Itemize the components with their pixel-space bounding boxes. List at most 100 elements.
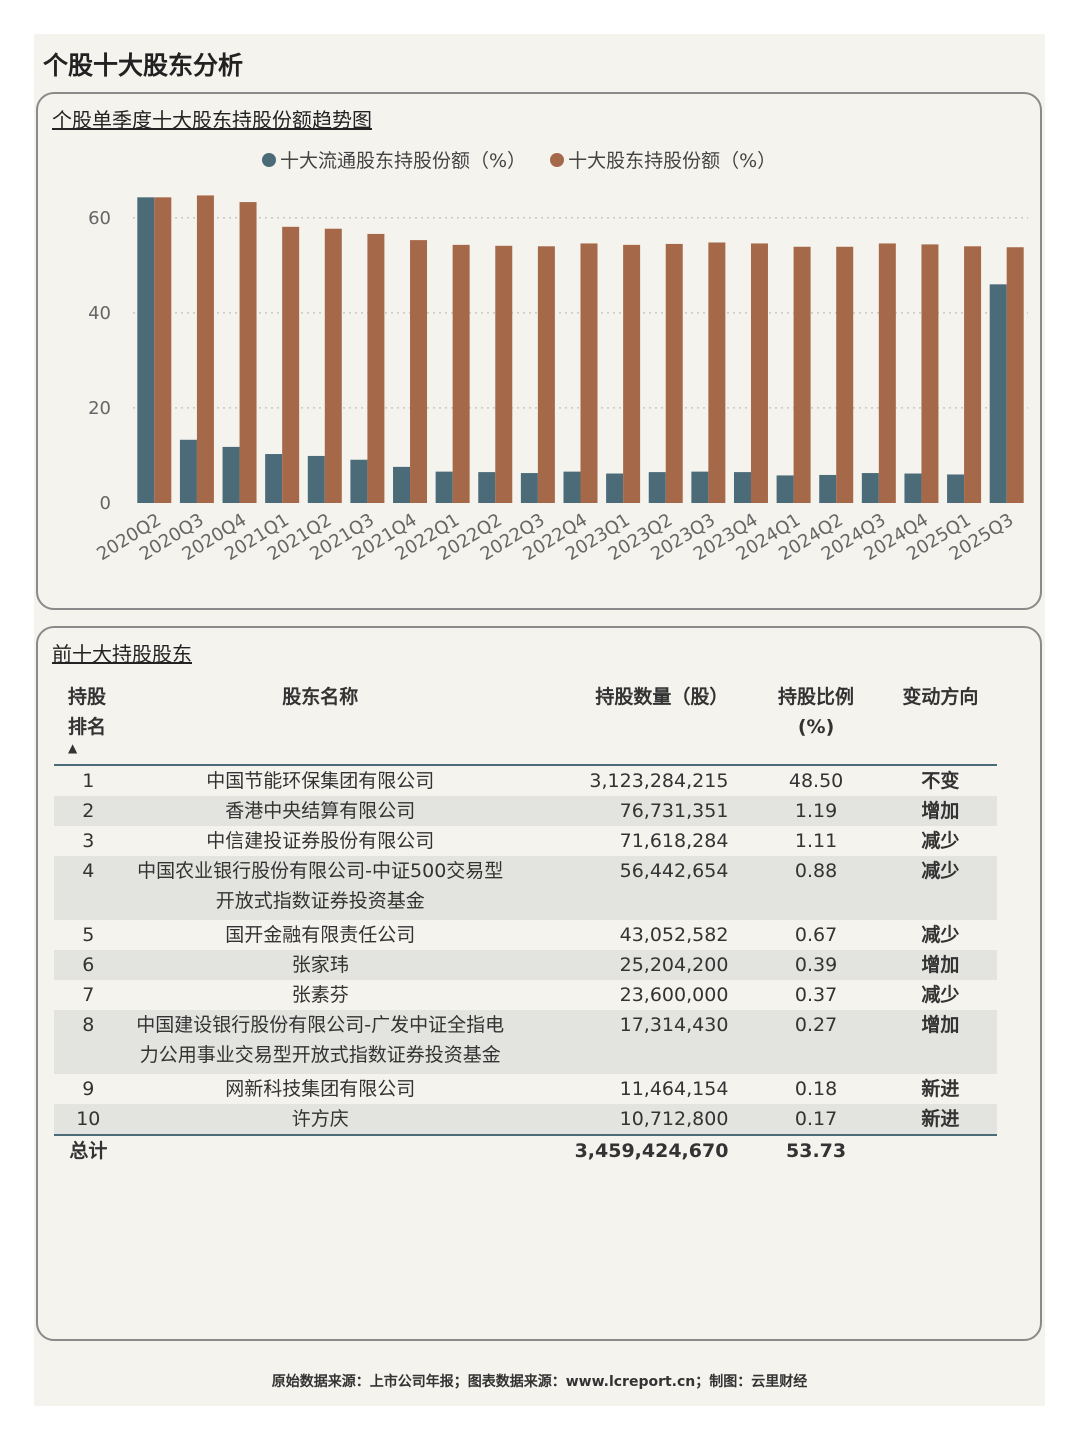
shareholder-name: 张素芬: [291, 984, 349, 1006]
bar-float-holding[interactable]: [563, 471, 581, 503]
bar-total-holding[interactable]: [537, 246, 555, 504]
bar-total-holding[interactable]: [623, 244, 641, 503]
total-row: 总计 3,459,424,670 53.73: [54, 1134, 997, 1166]
cell-shares: 10,712,800: [517, 1104, 749, 1135]
bar-total-holding[interactable]: [154, 197, 172, 503]
cell-ratio: 0.17: [748, 1104, 884, 1135]
bar-float-holding[interactable]: [606, 473, 624, 503]
cell-rank: 8: [54, 1010, 123, 1074]
bar-float-holding[interactable]: [947, 474, 965, 503]
bar-float-holding[interactable]: [776, 475, 794, 503]
cell-rank: 2: [54, 796, 123, 826]
table-row[interactable]: 6 张家玮 25,204,200 0.39 增加: [54, 950, 997, 980]
cell-rank: 5: [54, 920, 123, 950]
shareholder-name-cont: 力公用事业交易型开放式指数证券投资基金: [139, 1044, 501, 1066]
y-tick-label: 60: [88, 208, 111, 229]
shareholder-name: 中国建设银行股份有限公司-广发中证全指电: [136, 1014, 505, 1036]
cell-ratio: 0.88: [748, 856, 884, 920]
bar-total-holding[interactable]: [964, 246, 982, 504]
table-header-row: 持股 排名 ▲ 股东名称 持股数量（股） 持股比例 (%) 变动方向: [54, 678, 997, 766]
table-row[interactable]: 7 张素芬 23,600,000 0.37 减少: [54, 980, 997, 1010]
table-row[interactable]: 10 许方庆 10,712,800 0.17 新进: [54, 1104, 997, 1135]
bar-total-holding[interactable]: [452, 244, 470, 503]
bar-total-holding[interactable]: [665, 243, 683, 503]
table-title: 前十大持股股东: [52, 642, 192, 666]
cell-direction: 减少: [883, 856, 997, 920]
bar-float-holding[interactable]: [648, 472, 666, 503]
bar-float-holding[interactable]: [137, 197, 155, 503]
bar-float-holding[interactable]: [350, 459, 368, 503]
cell-rank: 7: [54, 980, 123, 1010]
bar-total-holding[interactable]: [921, 244, 939, 504]
shareholder-name: 中国农业银行股份有限公司-中证500交易型: [137, 860, 504, 882]
cell-name: 中国节能环保集团有限公司: [123, 765, 518, 796]
bar-total-holding[interactable]: [367, 233, 385, 503]
bar-float-holding[interactable]: [435, 471, 453, 503]
bar-total-holding[interactable]: [708, 242, 726, 503]
bar-total-holding[interactable]: [239, 202, 257, 503]
total-shares: 3,459,424,670: [517, 1134, 749, 1166]
header-name[interactable]: 股东名称: [122, 678, 518, 766]
header-rank-line2: 排名: [68, 716, 107, 738]
sort-ascending-icon[interactable]: ▲: [68, 741, 78, 755]
bar-float-holding[interactable]: [733, 472, 751, 503]
bar-total-holding[interactable]: [1006, 247, 1024, 503]
cell-rank: 9: [54, 1074, 123, 1104]
cell-name: 中信建投证券股份有限公司: [123, 826, 518, 856]
bar-total-holding[interactable]: [580, 243, 598, 503]
cell-direction: 减少: [921, 984, 960, 1006]
bar-total-holding[interactable]: [495, 245, 513, 503]
chart-title: 个股单季度十大股东持股份额趋势图: [52, 108, 372, 132]
shareholders-table: 持股 排名 ▲ 股东名称 持股数量（股） 持股比例 (%) 变动方向 1 中国节能…: [54, 678, 997, 1166]
bar-float-holding[interactable]: [478, 472, 496, 503]
table-row[interactable]: 2 香港中央结算有限公司 76,731,351 1.19 增加: [54, 796, 997, 826]
bar-float-holding[interactable]: [904, 473, 922, 503]
bar-float-holding[interactable]: [393, 466, 411, 503]
bar-total-holding[interactable]: [878, 243, 896, 503]
shareholder-name-cont: 开放式指数证券投资基金: [215, 890, 425, 912]
bar-float-holding[interactable]: [861, 473, 879, 503]
cell-name: 中国建设银行股份有限公司-广发中证全指电 力公用事业交易型开放式指数证券投资基金: [122, 1010, 518, 1074]
table-row[interactable]: 4 中国农业银行股份有限公司-中证500交易型 开放式指数证券投资基金 56,442,…: [54, 856, 997, 920]
bar-total-holding[interactable]: [324, 228, 342, 504]
rank-value: 1: [82, 770, 95, 792]
bar-total-holding[interactable]: [750, 243, 768, 503]
legend-dot-float: [262, 152, 276, 167]
bar-total-holding[interactable]: [793, 246, 811, 503]
legend-item-total: 十大股东持股份额（%）: [550, 146, 776, 173]
y-tick-label: 20: [88, 398, 111, 419]
bar-float-holding[interactable]: [179, 439, 197, 503]
cell-ratio: 0.27: [748, 1010, 884, 1074]
bar-total-holding[interactable]: [282, 226, 300, 503]
table-row[interactable]: 3 中信建投证券股份有限公司 71,618,284 1.11 减少: [54, 826, 997, 856]
header-rank[interactable]: 持股 排名 ▲: [54, 678, 123, 766]
bar-float-holding[interactable]: [222, 446, 240, 503]
shareholder-name: 张家玮: [291, 954, 349, 976]
bar-total-holding[interactable]: [196, 195, 214, 503]
cell-direction: 新进: [883, 1104, 997, 1135]
bar-float-holding[interactable]: [989, 284, 1007, 503]
header-shares[interactable]: 持股数量（股）: [517, 678, 749, 766]
table-row[interactable]: 9 网新科技集团有限公司 11,464,154 0.18 新进: [54, 1074, 997, 1104]
bar-float-holding[interactable]: [520, 473, 538, 503]
table-row[interactable]: 8 中国建设银行股份有限公司-广发中证全指电 力公用事业交易型开放式指数证券投资基金…: [54, 1010, 997, 1074]
legend-label-float: 十大流通股东持股份额（%）: [280, 150, 527, 172]
bar-float-holding[interactable]: [307, 455, 325, 503]
source-footer: 原始数据来源：上市公司年报；图表数据来源：www.lcreport.cn；制图：…: [271, 1374, 808, 1390]
bar-float-holding[interactable]: [691, 471, 709, 503]
cell-ratio: 1.11: [794, 830, 838, 852]
bar-float-holding[interactable]: [265, 454, 283, 503]
rank-value: 5: [82, 924, 95, 946]
bar-total-holding[interactable]: [836, 246, 854, 503]
bar-total-holding[interactable]: [410, 240, 428, 503]
header-ratio[interactable]: 持股比例 (%): [748, 678, 884, 766]
page-title: 个股十大股东分析: [43, 51, 244, 80]
rank-value: 8: [82, 1014, 95, 1036]
rank-value: 3: [82, 830, 95, 852]
table-row[interactable]: 5 国开金融有限责任公司 43,052,582 0.67 减少: [54, 920, 997, 950]
cell-rank: 10: [54, 1104, 123, 1135]
header-direction[interactable]: 变动方向: [883, 678, 997, 766]
table-row[interactable]: 1 中国节能环保集团有限公司 3,123,284,215 48.50 不变: [54, 765, 997, 796]
bar-float-holding[interactable]: [819, 474, 837, 503]
cell-shares: 76,731,351: [517, 796, 749, 826]
